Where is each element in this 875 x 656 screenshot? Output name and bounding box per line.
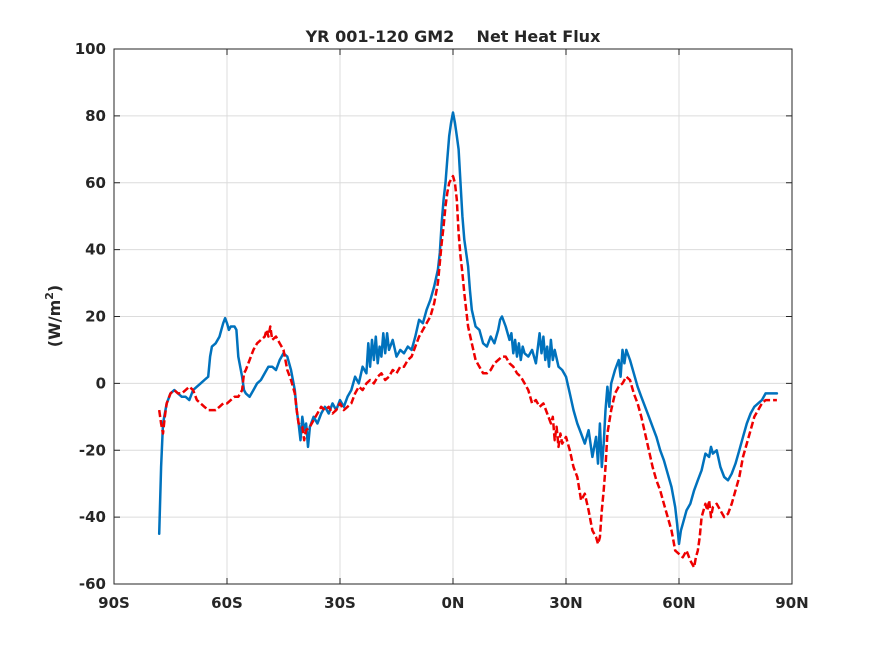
chart-title: YR 001-120 GM2 Net Heat Flux [305,27,601,46]
series-line-2 [157,174,777,569]
series-layer [157,111,779,569]
y-tick-label: 40 [85,241,106,259]
y-tick-label: 80 [85,107,106,125]
x-tick-label: 30N [549,594,582,612]
x-tick-label: 90N [775,594,808,612]
x-tick-label: 0N [442,594,465,612]
y-tick-label: 20 [85,308,106,326]
x-tick-label: 60S [211,594,243,612]
y-tick-label: 0 [96,374,106,392]
series-line-1 [157,111,779,546]
y-axis-label-text: (W/m [45,300,64,347]
y-axis-label: (W/m2) [43,285,64,347]
x-tick-label: 90S [98,594,130,612]
y-tick-label: -40 [79,508,106,526]
y-tick-label: -60 [79,575,106,593]
y-tick-label: 100 [75,40,106,58]
y-tick-label: -20 [79,441,106,459]
tick-labels: 90S 60S 30S 0N 30N 60N 90N -60 -40 -20 0 20 40 60 80 10… [75,40,809,612]
y-tick-label: 60 [85,174,106,192]
y-axis-label-close: ) [45,285,64,292]
y-axis-label-superscript: 2 [43,292,56,300]
tick-marks [113,48,793,585]
x-tick-label: 30S [324,594,356,612]
x-tick-label: 60N [662,594,695,612]
